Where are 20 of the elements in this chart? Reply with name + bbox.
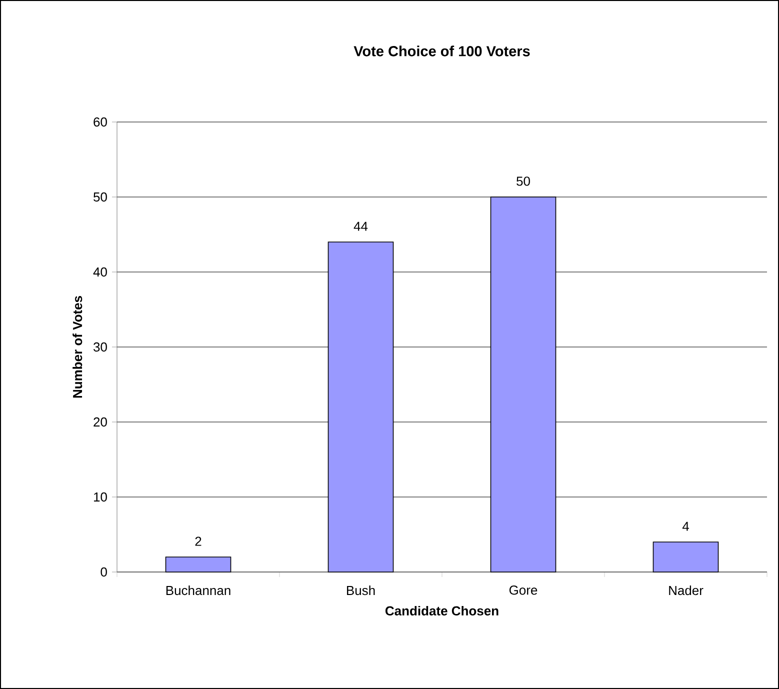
x-axis-title: Candidate Chosen [385, 606, 498, 616]
bar [165, 556, 232, 572]
x-tick-label: Nader [669, 586, 704, 596]
x-tick-label: Buchannan [166, 586, 230, 596]
chart-title: Vote Choice of 100 Voters [354, 46, 530, 56]
y-tick-label: 40 [93, 267, 107, 277]
bar [652, 542, 719, 572]
x-tick-label: Gore [509, 586, 538, 595]
data-label: 2 [195, 536, 202, 546]
data-label: 50 [516, 176, 530, 186]
y-axis-title: Number of Votes [72, 296, 82, 398]
y-tick-label: 20 [94, 417, 107, 427]
y-tick-label: 60 [94, 117, 107, 127]
data-label: 4 [682, 522, 689, 531]
x-tick-label: Bush [347, 586, 375, 596]
y-tick-label: 30 [94, 342, 107, 352]
y-tick-label: 0 [100, 567, 107, 577]
data-label: 44 [354, 222, 368, 231]
y-tick-label: 10 [94, 492, 107, 502]
y-tick-label: 50 [94, 192, 107, 202]
